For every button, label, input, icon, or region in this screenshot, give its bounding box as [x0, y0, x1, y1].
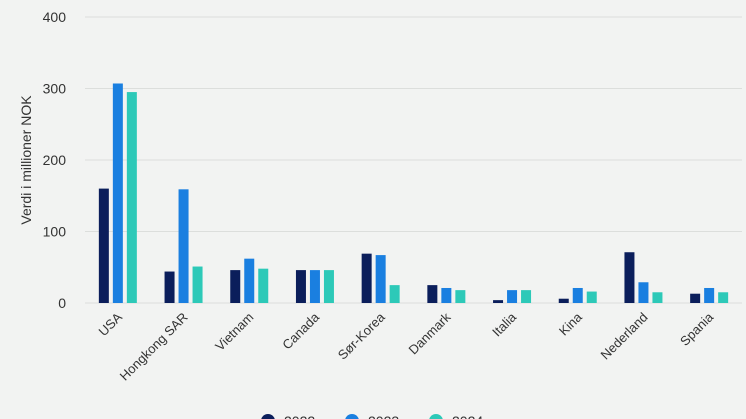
bar-2022-7[interactable] [558, 298, 569, 303]
category-label: Hongkong SAR [117, 310, 191, 384]
bar-2022-4[interactable] [361, 253, 372, 303]
y-tick-label: 100 [43, 224, 67, 240]
category-label: Vietnam [212, 310, 256, 354]
bar-2024-4[interactable] [389, 285, 400, 303]
category-label: Nederland [598, 310, 651, 363]
legend-item-2024[interactable]: 2024 [429, 413, 483, 419]
category-label: Danmark [406, 309, 454, 357]
legend-marker [261, 414, 275, 419]
bar-2022-8[interactable] [624, 252, 635, 303]
bar-2024-8[interactable] [652, 292, 663, 303]
legend-label: 2023 [368, 413, 399, 419]
bar-2023-2[interactable] [244, 258, 255, 303]
bar-2023-4[interactable] [375, 255, 386, 303]
category-label: Spania [677, 309, 717, 349]
bar-2023-8[interactable] [638, 282, 649, 303]
y-tick-labels: 0 100 200 300 400 [43, 9, 67, 311]
legend-marker [429, 414, 443, 419]
bar-2024-6[interactable] [521, 290, 532, 303]
bar-2024-3[interactable] [323, 270, 334, 303]
bar-2023-7[interactable] [572, 287, 583, 303]
y-tick-label: 200 [43, 152, 67, 168]
bar-2024-9[interactable] [718, 292, 729, 303]
y-tick-label: 0 [58, 295, 66, 311]
legend: 2022 2023 2024 [261, 413, 483, 419]
y-tick-label: 300 [43, 81, 67, 97]
bar-2023-6[interactable] [507, 290, 518, 303]
bar-2024-7[interactable] [586, 291, 597, 303]
legend-item-2022[interactable]: 2022 [261, 413, 315, 419]
bar-2022-3[interactable] [295, 270, 306, 303]
category-label: Kina [556, 309, 586, 339]
legend-marker [345, 414, 359, 419]
bar-2023-9[interactable] [704, 287, 715, 303]
bar-2024-0[interactable] [126, 92, 137, 303]
bar-2022-1[interactable] [164, 271, 175, 303]
bar-2023-3[interactable] [309, 270, 320, 303]
category-label: USA [95, 309, 125, 339]
category-label: Canada [279, 309, 322, 352]
y-axis-title: Verdi i millioner NOK [18, 95, 34, 225]
bar-2022-9[interactable] [690, 293, 701, 303]
bar-2022-0[interactable] [98, 188, 109, 303]
bar-2024-2[interactable] [258, 268, 269, 303]
bar-2022-6[interactable] [493, 300, 504, 303]
y-tick-label: 400 [43, 9, 67, 25]
bar-2022-5[interactable] [427, 285, 438, 303]
bars [98, 83, 729, 304]
legend-item-2023[interactable]: 2023 [345, 413, 399, 419]
category-label: Sør-Korea [335, 309, 389, 363]
bar-2023-0[interactable] [112, 83, 123, 304]
bar-2022-2[interactable] [230, 270, 241, 303]
bar-2023-1[interactable] [178, 189, 189, 303]
bar-2024-1[interactable] [192, 266, 203, 303]
bar-2023-5[interactable] [441, 287, 452, 303]
legend-label: 2022 [284, 413, 315, 419]
legend-label: 2024 [452, 413, 483, 419]
bar-2024-5[interactable] [455, 290, 466, 303]
category-label: Italia [489, 309, 520, 340]
